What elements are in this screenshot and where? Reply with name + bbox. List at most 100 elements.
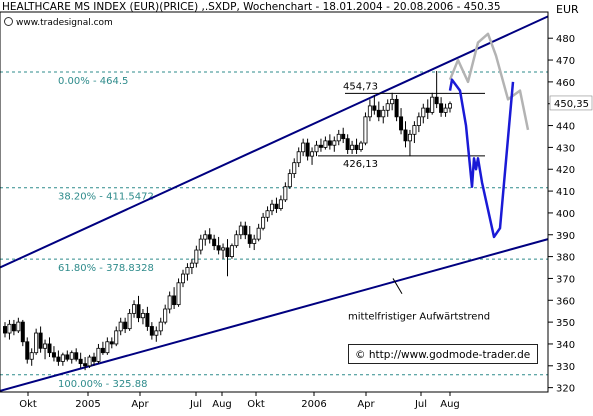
candle-body — [83, 363, 88, 367]
candle-body — [390, 98, 395, 105]
candle-body — [145, 312, 150, 327]
y-tick-label: 340 — [556, 340, 575, 351]
candle-body — [172, 295, 177, 306]
y-tick-label: 400 — [556, 209, 575, 220]
y-tick-label: 440 — [556, 122, 575, 133]
candle-body — [354, 144, 359, 150]
candle-body — [96, 347, 101, 362]
x-tick-label: Jul — [414, 399, 427, 410]
candle-body — [176, 282, 181, 306]
candle-body — [278, 199, 283, 209]
candle-body — [78, 358, 83, 365]
candle-body — [127, 312, 132, 330]
candle-body — [38, 332, 43, 349]
candle-body — [416, 116, 421, 126]
trend-channel-layer: mittelfristiger Aufwärtstrend — [0, 15, 549, 392]
candle-body — [407, 133, 412, 142]
x-tick-label: Apr — [357, 399, 375, 410]
candle-body — [132, 304, 137, 314]
y-tick-label: 430 — [556, 143, 575, 154]
candle-body — [189, 262, 194, 268]
candle-body — [185, 267, 190, 275]
candle-body — [269, 203, 274, 212]
candle-body — [7, 323, 12, 334]
candle-body — [434, 96, 439, 105]
y-tick-label: 420 — [556, 165, 575, 176]
support-label: 426,13 — [343, 159, 378, 170]
upper-channel-line — [0, 15, 549, 269]
candle-body — [114, 330, 119, 345]
candle-body — [252, 238, 257, 244]
fib-lines-layer: 0.00% - 464.5 38.20% - 411.5472 61.80% - 3… — [0, 71, 548, 390]
candle-body — [149, 326, 154, 336]
candle-body — [310, 151, 315, 157]
candle-body — [43, 343, 48, 349]
y-tick-label: 350 — [556, 318, 575, 329]
candle-body — [154, 330, 159, 336]
y-tick-label: 380 — [556, 253, 575, 264]
candle-body — [327, 140, 332, 146]
fib-label: 100.00% - 325.88 — [58, 379, 147, 390]
credit-box[interactable]: © http://www.godmode-trader.de — [348, 344, 538, 364]
candle-body — [274, 203, 279, 209]
candle-body — [243, 225, 248, 236]
candle-body — [314, 144, 319, 153]
candle-body — [74, 352, 79, 360]
x-tick-label: Aug — [212, 399, 232, 410]
candle-body — [47, 343, 52, 354]
candle-body — [92, 356, 97, 362]
fib-label: 0.00% - 464.5 — [58, 76, 128, 87]
candle-body — [301, 142, 306, 153]
candle-body — [381, 109, 386, 118]
candle-body — [109, 341, 114, 345]
candle-body — [425, 107, 430, 113]
candle-body — [225, 247, 230, 257]
candle-body — [358, 142, 363, 150]
y-tick-label: 410 — [556, 187, 575, 198]
candle-body — [118, 321, 123, 332]
globe-icon — [4, 17, 13, 26]
candle-body — [336, 133, 341, 142]
x-tick-label: Jul — [189, 399, 202, 410]
candle-body — [65, 354, 70, 360]
projection-layer — [448, 32, 530, 239]
candle-body — [198, 238, 203, 251]
candle-body — [332, 140, 337, 146]
x-tick-label: Apr — [131, 399, 149, 410]
candle-body — [283, 186, 288, 201]
candle-body — [100, 347, 105, 354]
candle-body — [194, 249, 199, 264]
candle-body — [51, 352, 56, 358]
candle-body — [229, 245, 234, 257]
candle-body — [341, 133, 346, 140]
candle-body — [247, 234, 252, 244]
candle-body — [345, 138, 350, 150]
y-tick-label: 470 — [556, 56, 575, 67]
trendline-label: mittelfristiger Aufwärtstrend — [348, 312, 490, 323]
candle-body — [292, 162, 297, 175]
candle-body — [136, 304, 141, 319]
candle-body — [25, 341, 30, 360]
candle-body — [69, 352, 74, 360]
plot-frame — [0, 11, 549, 393]
candle-body — [207, 234, 212, 240]
candle-body — [56, 356, 61, 362]
candle-body — [3, 326, 8, 334]
last-price-label: 450,35 — [554, 99, 589, 110]
candle-body — [140, 312, 145, 319]
candle-body — [350, 144, 355, 150]
candle-body — [323, 140, 328, 148]
candle-body — [403, 129, 408, 142]
candle-body — [16, 321, 21, 332]
candle-body — [363, 116, 368, 144]
candle-body — [158, 321, 163, 332]
candle-body — [203, 234, 208, 240]
candle-body — [376, 109, 381, 118]
candle-body — [447, 103, 452, 109]
candle-body — [234, 234, 239, 247]
candle-body — [60, 354, 65, 362]
y-tick-label: 480 — [556, 34, 575, 45]
candle-body — [318, 144, 323, 148]
candle-body — [265, 210, 270, 218]
